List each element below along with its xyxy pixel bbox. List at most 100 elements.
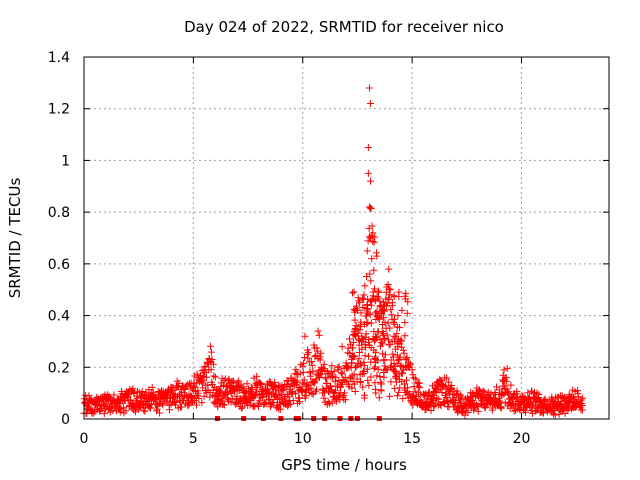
- data-point: [342, 396, 350, 404]
- data-point: [351, 306, 359, 314]
- data-point: [330, 367, 338, 375]
- data-point: [271, 378, 279, 386]
- data-point: [505, 388, 513, 396]
- data-point: [363, 320, 371, 328]
- data-point: [370, 266, 378, 274]
- data-point: [231, 388, 239, 396]
- y-tick-label: 1: [61, 153, 70, 169]
- data-point: [166, 406, 174, 414]
- data-point: [435, 395, 443, 403]
- data-point: [370, 364, 378, 372]
- data-point: [331, 378, 339, 386]
- data-point: [365, 203, 373, 211]
- plot-frame: [83, 56, 610, 420]
- data-point: [397, 337, 405, 345]
- data-point: [555, 410, 563, 418]
- data-point: [366, 270, 374, 278]
- data-point: [401, 332, 409, 340]
- data-point: [367, 297, 375, 305]
- data-point: [377, 339, 385, 347]
- data-point: [349, 344, 357, 352]
- data-point: [359, 383, 367, 391]
- data-point: [215, 395, 223, 403]
- data-point: [377, 387, 385, 395]
- data-point: [384, 336, 392, 344]
- data-point: [454, 408, 462, 416]
- data-point: [366, 298, 374, 306]
- data-point: [430, 393, 438, 401]
- data-point: [433, 394, 441, 402]
- data-point: [445, 378, 453, 386]
- data-point: [391, 345, 399, 353]
- y-tick-label: 0: [61, 412, 70, 428]
- data-point: [328, 362, 336, 370]
- data-point: [308, 389, 316, 397]
- data-point: [370, 238, 378, 246]
- data-point: [551, 411, 559, 419]
- data-point: [316, 356, 324, 364]
- data-point: [376, 336, 384, 344]
- x-axis-ticks: 0 5 10 15 20: [80, 57, 530, 447]
- grid-lines: [84, 57, 609, 419]
- data-point: [377, 380, 385, 388]
- chart-title: Day 024 of 2022, SRMTID for receiver nic…: [184, 18, 504, 36]
- data-point: [305, 348, 313, 356]
- data-point: [368, 222, 376, 230]
- data-point: [300, 376, 308, 384]
- data-point: [408, 366, 416, 374]
- data-point: [464, 408, 472, 416]
- data-point: [351, 380, 359, 388]
- data-point: [310, 379, 318, 387]
- data-point: [496, 397, 504, 405]
- data-point: [376, 303, 384, 311]
- data-point: [319, 385, 327, 393]
- data-point: [200, 392, 208, 400]
- data-point: [373, 307, 381, 315]
- data-point: [243, 380, 251, 388]
- data-point: [320, 394, 328, 402]
- data-point: [246, 401, 254, 409]
- data-point: [129, 385, 137, 393]
- data-point: [354, 294, 362, 302]
- data-point: [398, 343, 406, 351]
- data-point: [367, 205, 375, 213]
- data-point: [398, 306, 406, 314]
- data-point: [351, 316, 359, 324]
- data-point: [194, 389, 202, 397]
- x-tick-label: 0: [80, 431, 89, 447]
- data-point: [379, 314, 387, 322]
- data-point: [573, 387, 581, 395]
- data-point: [420, 390, 428, 398]
- data-point: [412, 392, 420, 400]
- data-point: [481, 404, 489, 412]
- data-point: [393, 392, 401, 400]
- data-point: [579, 394, 587, 402]
- data-point: [359, 336, 367, 343]
- data-point: [371, 296, 379, 304]
- data-point: [149, 388, 157, 396]
- data-point: [406, 361, 414, 369]
- y-tick-label: 1.2: [48, 102, 70, 118]
- data-point: [85, 392, 93, 400]
- data-point: [388, 338, 396, 346]
- data-point: [395, 388, 403, 396]
- data-point: [387, 378, 395, 386]
- data-point: [403, 376, 411, 384]
- data-point: [440, 399, 448, 407]
- data-point: [438, 389, 446, 397]
- data-point: [230, 378, 238, 386]
- x-tick-label: 5: [189, 431, 198, 447]
- data-point: [314, 327, 322, 335]
- data-point: [372, 333, 380, 341]
- data-point: [374, 287, 382, 295]
- x-tick-label: 15: [403, 431, 421, 447]
- data-point: [513, 388, 521, 396]
- data-point: [289, 397, 297, 405]
- data-point: [367, 234, 375, 242]
- data-point: [253, 372, 261, 380]
- data-point: [409, 371, 417, 379]
- data-point: [391, 384, 399, 392]
- data-point: [341, 389, 349, 397]
- data-point: [386, 324, 394, 332]
